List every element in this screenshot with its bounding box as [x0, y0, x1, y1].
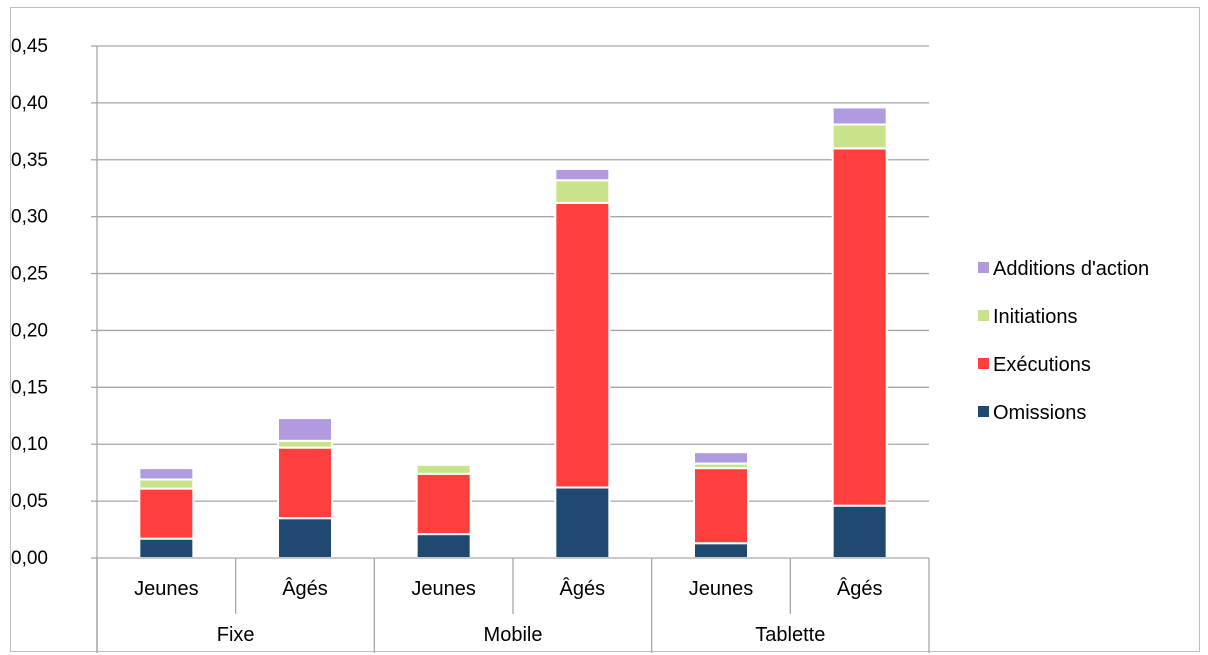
chart-frame: 0,00 0,05 0,10 0,15 0,20 0,25 0,30 0,35 0,40 0,45… [10, 7, 1200, 653]
category-label: Âgés [560, 577, 606, 600]
gridlines [91, 45, 929, 559]
legend-swatch [978, 406, 989, 417]
category-label: Jeunes [689, 578, 754, 600]
legend-label: Additions d'action [993, 258, 1149, 280]
category-label: Âgés [282, 577, 328, 600]
y-tick-label: 0,45 [11, 36, 48, 57]
bar-segment [138, 537, 195, 559]
category-label: Jeunes [411, 578, 476, 600]
bar-segment [693, 467, 749, 545]
bar-segment [277, 517, 333, 559]
bar-segment [277, 446, 333, 520]
bar-segment [415, 463, 472, 475]
category-label: Jeunes [134, 578, 199, 600]
legend-swatch [978, 310, 989, 321]
bar-segment [415, 472, 472, 536]
bar-segment [693, 542, 749, 559]
legend-label: Initiations [993, 306, 1078, 328]
y-tick-label: 0,30 [11, 207, 48, 228]
y-tick-label: 0,25 [11, 264, 48, 285]
bar-segment [693, 451, 749, 465]
bar-segment [277, 439, 333, 449]
y-tick-label: 0,15 [11, 377, 48, 398]
bar-segment [415, 462, 472, 466]
y-tick-label: 0,20 [11, 320, 48, 341]
group-label: Tablette [755, 624, 825, 646]
bar-segment [831, 504, 888, 560]
legend: Additions d'action Initiations Exécutions O… [978, 258, 1149, 424]
bar-segment [138, 467, 195, 481]
legend-label: Omissions [993, 402, 1086, 424]
bar-segment [554, 202, 611, 489]
bars [138, 106, 888, 560]
bar-segment [831, 147, 888, 507]
legend-swatch [978, 262, 989, 273]
x-axis: Jeunes Âgés Jeunes Âgés Jeunes Âgés Fixe Mobile… [96, 46, 930, 653]
stacked-bar-chart: 0,00 0,05 0,10 0,15 0,20 0,25 0,30 0,35 0,40 0,45… [11, 36, 1149, 653]
y-tick-label: 0,00 [11, 548, 48, 569]
bar-segment [554, 179, 611, 205]
y-tick-label: 0,05 [11, 491, 48, 512]
category-label: Âgés [837, 577, 883, 600]
bar-segment [138, 478, 195, 490]
group-label: Mobile [484, 624, 543, 646]
y-axis-tick-labels: 0,00 0,05 0,10 0,15 0,20 0,25 0,30 0,35 0,40 0,45 [11, 36, 48, 569]
bar-segment [554, 167, 611, 182]
bar-segment [277, 417, 333, 442]
y-tick-label: 0,40 [11, 93, 48, 114]
bar-segment [831, 106, 888, 126]
y-tick-label: 0,35 [11, 150, 48, 171]
bar-segment [554, 486, 611, 559]
y-tick-label: 0,10 [11, 434, 48, 455]
bar-segment [138, 487, 195, 540]
bar-segment [831, 123, 888, 150]
legend-label: Exécutions [993, 354, 1091, 376]
bar-segment [415, 533, 472, 560]
group-label: Fixe [217, 624, 255, 646]
legend-swatch [978, 358, 989, 369]
